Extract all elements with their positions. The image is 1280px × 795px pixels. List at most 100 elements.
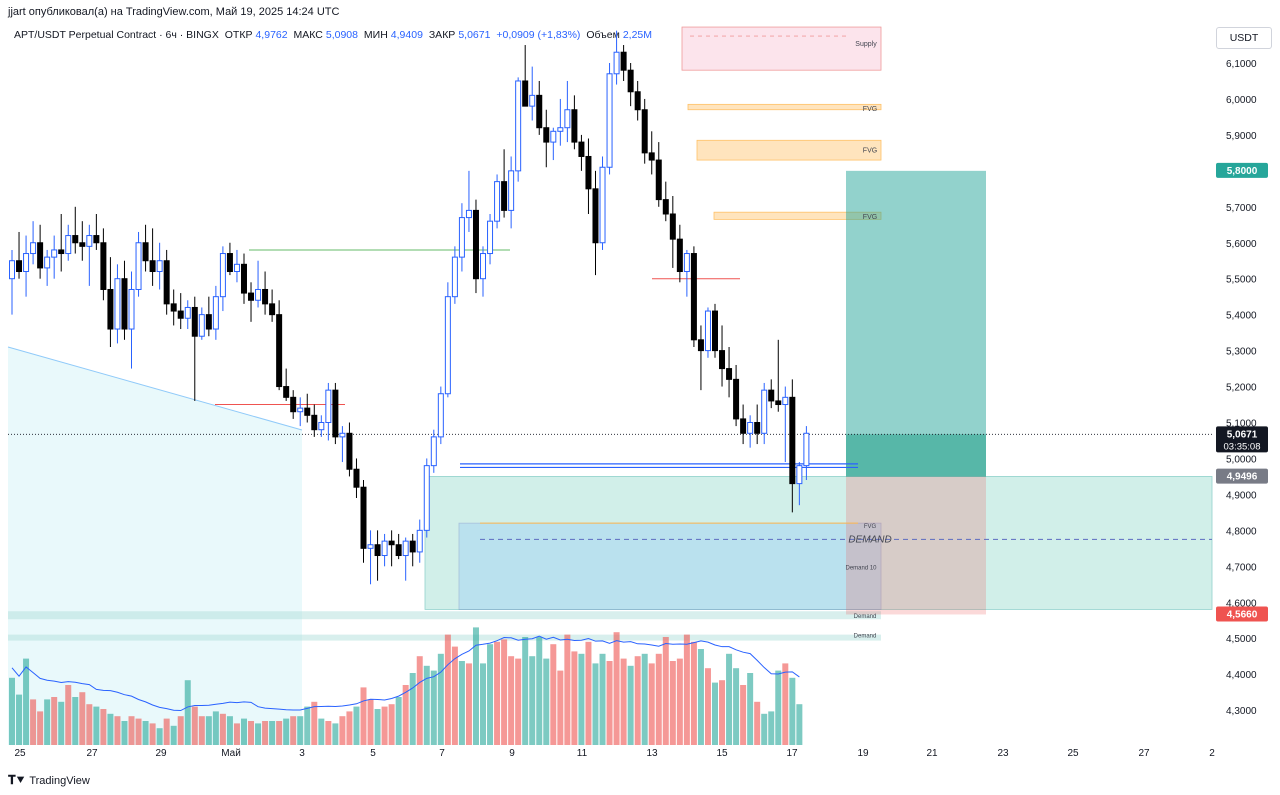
y-tick-label: 4,9000 [1226, 490, 1257, 501]
volume-bar [676, 658, 683, 745]
x-tick-label: 5 [370, 748, 376, 759]
target-zone [846, 170, 986, 477]
candle [163, 249, 170, 315]
candle-body [480, 253, 487, 280]
candle-body [177, 310, 184, 319]
candle [395, 533, 402, 560]
volume-label: Объем [586, 29, 620, 41]
candle-body [571, 109, 578, 143]
volume-bar [233, 723, 240, 745]
candle [719, 325, 726, 387]
candle-body [226, 253, 233, 273]
candle-body [255, 288, 262, 301]
candle [388, 530, 395, 567]
volume-bar [107, 713, 114, 745]
candle-body [634, 91, 641, 111]
volume-layer [9, 627, 803, 745]
x-tick-label: 15 [716, 748, 728, 759]
candle-body [51, 249, 58, 258]
candle-body [557, 127, 564, 132]
volume-bar [726, 653, 733, 745]
volume-bar [170, 725, 177, 745]
candle [240, 253, 247, 304]
candle [290, 390, 297, 419]
candle [121, 260, 128, 340]
volume-bar [620, 658, 627, 745]
candle-body [9, 260, 15, 280]
stop-zone [846, 476, 986, 615]
candle [494, 174, 501, 229]
supply-zone [681, 26, 882, 71]
candle-body [648, 152, 655, 161]
x-tick-label: 11 [577, 748, 588, 759]
volume-bar [571, 651, 578, 745]
volume-bar [58, 701, 65, 745]
volume-bar [290, 716, 297, 745]
volume-bar [93, 706, 100, 745]
candle [219, 246, 226, 312]
candle-body [276, 314, 283, 388]
candle-body [719, 350, 726, 370]
candle-body [269, 303, 276, 316]
candle [648, 131, 655, 175]
volume-bar [465, 663, 472, 745]
candle [318, 415, 325, 437]
currency-button[interactable]: USDT [1216, 27, 1272, 49]
volume-bar [423, 665, 430, 745]
demand-band [8, 634, 881, 641]
demand-zone-main [424, 476, 1213, 610]
volume-bar [451, 646, 458, 745]
candle [501, 149, 508, 218]
candle [571, 95, 578, 150]
price-tag [1216, 606, 1268, 622]
candle-body [170, 303, 177, 312]
trend-wedge-zone [8, 347, 302, 745]
candle [522, 45, 529, 107]
close-label: ЗАКР [428, 29, 456, 41]
candle [803, 426, 810, 481]
candle-body [142, 242, 149, 262]
volume-bar [269, 721, 276, 745]
candle [620, 45, 627, 81]
candle [255, 260, 262, 308]
volume-bar [712, 682, 718, 745]
volume-bar [599, 653, 606, 745]
volume-bar [662, 637, 669, 745]
candle-body [100, 242, 107, 290]
low-label: МИН [363, 29, 388, 41]
volume-bar [416, 656, 423, 745]
candle-body [620, 51, 627, 71]
candle [634, 80, 641, 121]
volume-bar [515, 658, 522, 745]
candle-body [465, 209, 472, 219]
candle-body [733, 378, 740, 420]
y-tick-label: 5,4000 [1226, 311, 1257, 322]
volume-bar [768, 711, 775, 745]
volume-bar [761, 713, 768, 745]
candle-body [374, 544, 381, 557]
candle-body [430, 436, 437, 467]
volume-bar [16, 694, 23, 745]
volume-bar [472, 627, 479, 745]
volume-bar [655, 653, 662, 745]
candle [557, 98, 564, 146]
candle [30, 221, 37, 265]
candle-body [16, 260, 23, 273]
candle [346, 422, 353, 477]
candle-body [437, 393, 444, 438]
volume-bar [606, 661, 613, 745]
symbol-name[interactable]: APT/USDT Perpetual Contract · 6ч · BINGX [14, 29, 219, 41]
candle-body [107, 288, 114, 330]
candle-body [325, 389, 332, 423]
candle-body [184, 306, 191, 319]
volume-bar [163, 718, 170, 745]
volume-bar [508, 656, 515, 745]
y-tick-label: 6,0000 [1226, 95, 1257, 106]
candle [304, 393, 311, 423]
candle [747, 415, 754, 448]
y-tick-label: 5,2000 [1226, 383, 1257, 394]
change-value: +0,0909 (+1,83%) [496, 29, 581, 41]
x-tick-label: 21 [926, 748, 938, 759]
candle [782, 386, 789, 463]
